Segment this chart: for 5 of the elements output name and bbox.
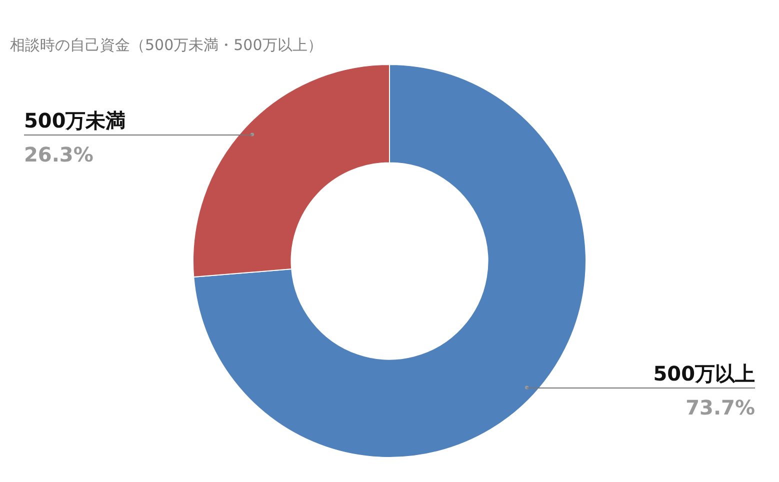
slice-label: 500万未満 <box>24 108 126 132</box>
slice-label: 500万以上 <box>653 362 755 386</box>
chart-title: 相談時の自己資金（500万未満・500万以上） <box>10 36 322 54</box>
data-label: 26.3% <box>24 142 94 166</box>
data-label: 73.7% <box>686 396 755 420</box>
